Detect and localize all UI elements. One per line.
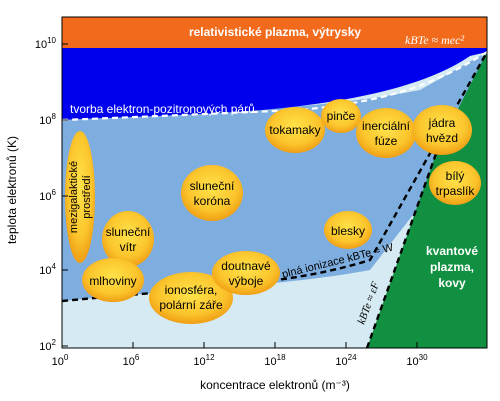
bubble-white-dwarf: bílý trpaslík: [429, 161, 481, 205]
bubble-discharges: doutnavé výboje: [212, 251, 280, 295]
x-tick-label: 1030: [406, 353, 428, 368]
pair-production-label: tvorba elektron-pozitronových párů: [70, 102, 255, 116]
region-relativistic: [62, 17, 487, 48]
x-tick-label: 100: [52, 353, 69, 368]
y-tick-label: 1010: [35, 36, 57, 51]
plasma-bubbles: mezigalaktické prostředí sluneční vítr m…: [65, 99, 481, 324]
bubble-solar-wind: sluneční vítr: [102, 211, 154, 267]
x-axis: 100 106 1012 1018 1024 1030 koncentrace …: [52, 342, 428, 392]
bubble-solar-wind-line-2: vítr: [120, 240, 137, 254]
fermi-boundary-line: [365, 147, 440, 348]
x-tick-label: 1012: [193, 353, 215, 368]
x-tick-label: 1018: [264, 353, 286, 368]
y-tick-label: 108: [39, 112, 56, 127]
plot-regions: [62, 17, 487, 348]
region-pair-production: [62, 48, 487, 120]
y-tick-label: 106: [39, 188, 56, 203]
bubble-tokamaks: tokamaky: [265, 107, 325, 153]
quantum-line-2: plazma,: [430, 260, 474, 274]
bubble-inertial-fusion-line-1: inerciální: [362, 119, 411, 133]
x-tick-label: 106: [123, 353, 140, 368]
quantum-plasma-label: kvantové plazma, kovy: [426, 244, 478, 290]
quantum-line-3: kovy: [438, 276, 466, 290]
bubble-nebulae-text: mlhoviny: [89, 274, 136, 288]
bubble-discharges-line-2: výboje: [229, 274, 264, 288]
relativistic-label: relativistické plazma, výtrysky: [189, 25, 361, 39]
bubble-ionosphere-line-1: ionosféra,: [165, 283, 218, 297]
bubble-intergalactic: mezigalaktické prostředí: [65, 131, 95, 263]
y-axis-title: teplota elektronů (K): [5, 136, 19, 244]
bubble-stellar-cores-line-1: jádra: [428, 116, 456, 130]
bubble-stellar-cores: jádra hvězd: [412, 105, 472, 155]
quantum-line-1: kvantové: [426, 244, 478, 258]
bubble-corona: sluneční koróna: [181, 165, 243, 221]
y-axis: 102 104 106 108 1010 teplota elektronů (…: [5, 36, 68, 353]
bubble-discharges-line-1: doutnavé: [221, 259, 271, 273]
pair-boundary-line: [62, 51, 487, 122]
bubble-white-dwarf-line-2: trpaslík: [436, 184, 476, 198]
bubble-nebulae: mlhoviny: [82, 258, 144, 302]
x-axis-title: koncentrace elektronů (m⁻³): [200, 378, 350, 392]
bubble-lightning: blesky: [324, 211, 372, 249]
bubble-inertial-fusion: inerciální fúze: [356, 108, 416, 158]
y-tick-label: 102: [39, 338, 56, 353]
bubble-pinch: pinče: [321, 99, 361, 133]
relativistic-eq-label: kBTe ≈ mec²: [405, 33, 464, 47]
bubble-white-dwarf-line-1: bílý: [446, 169, 465, 183]
bubble-lightning-text: blesky: [331, 224, 365, 238]
bubble-stellar-cores-line-2: hvězd: [426, 131, 458, 145]
bubble-corona-line-1: sluneční: [190, 179, 235, 193]
bubble-intergalactic-line-2: prostředí: [81, 175, 93, 218]
x-tick-label: 1024: [335, 353, 357, 368]
bubble-ionosphere: ionosféra, polární záře: [149, 272, 233, 324]
bubble-inertial-fusion-line-2: fúze: [375, 134, 398, 148]
bubble-intergalactic-line-1: mezigalaktické: [68, 161, 80, 233]
bubble-ionosphere-line-2: polární záře: [159, 298, 223, 312]
bubble-pinch-text: pinče: [327, 109, 356, 123]
bubble-corona-line-2: koróna: [194, 194, 231, 208]
y-tick-label: 104: [39, 262, 56, 277]
bubble-solar-wind-line-1: sluneční: [106, 225, 151, 239]
bubble-tokamaks-text: tokamaky: [269, 123, 320, 137]
